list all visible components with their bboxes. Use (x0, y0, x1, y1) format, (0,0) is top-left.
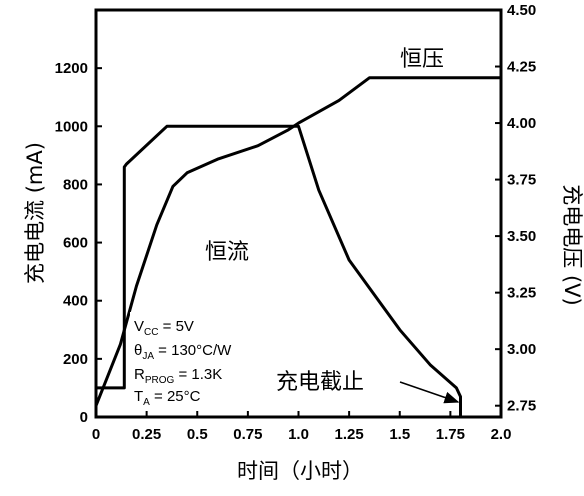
charge-end-arrow (399, 381, 460, 404)
y-tick-label: 600 (63, 235, 88, 252)
y-tick-label: 400 (63, 293, 88, 310)
y-axis-title: 充电电流 (mA) (23, 142, 47, 284)
x-tick-label: 1.25 (335, 426, 364, 443)
plot-frame (94, 8, 503, 419)
y2-axis-title: 充电电压 (V) (560, 184, 584, 305)
condition-ta: TA = 25°C (134, 388, 201, 408)
x-tick-label: 1.5 (389, 426, 410, 443)
condition-theta-ja: θJA = 130°C/W (134, 342, 232, 362)
x-tick-label: 0.5 (187, 426, 208, 443)
x-tick-label: 1.0 (288, 426, 309, 443)
annotation-constant-voltage: 恒压 (400, 47, 444, 72)
annotation-charge-end: 充电截止 (276, 370, 364, 395)
x-axis-title: 时间（小时） (237, 459, 363, 483)
y2-tick-label: 4.50 (507, 2, 536, 19)
y2-tick-label: 2.75 (507, 398, 536, 415)
condition-rprog: RPROG = 1.3K (134, 366, 222, 386)
y2-tick-label: 4.25 (507, 59, 536, 76)
y2-tick-label: 3.50 (507, 228, 536, 245)
y2-tick-label: 4.00 (507, 115, 536, 132)
x-tick-label: 0 (92, 426, 100, 443)
annotation-constant-current: 恒流 (205, 240, 249, 265)
y2-tick-label: 3.75 (507, 172, 536, 189)
x-tick-label: 1.75 (436, 426, 465, 443)
y-tick-label: 800 (63, 176, 88, 193)
y-tick-label: 1000 (55, 118, 88, 135)
y2-tick-label: 3.00 (507, 341, 536, 358)
condition-vcc: VCC = 5V (134, 318, 194, 338)
x-tick-label: 0.75 (233, 426, 262, 443)
charge-current-line (94, 124, 462, 417)
y-tick-label: 1200 (55, 60, 88, 77)
y-tick-label: 0 (80, 409, 88, 426)
y2-tick-label: 3.25 (507, 285, 536, 302)
y-tick-label: 200 (63, 351, 88, 368)
x-tick-label: 2.0 (491, 426, 512, 443)
x-tick-label: 0.25 (132, 426, 161, 443)
charge-voltage-line (94, 76, 501, 407)
